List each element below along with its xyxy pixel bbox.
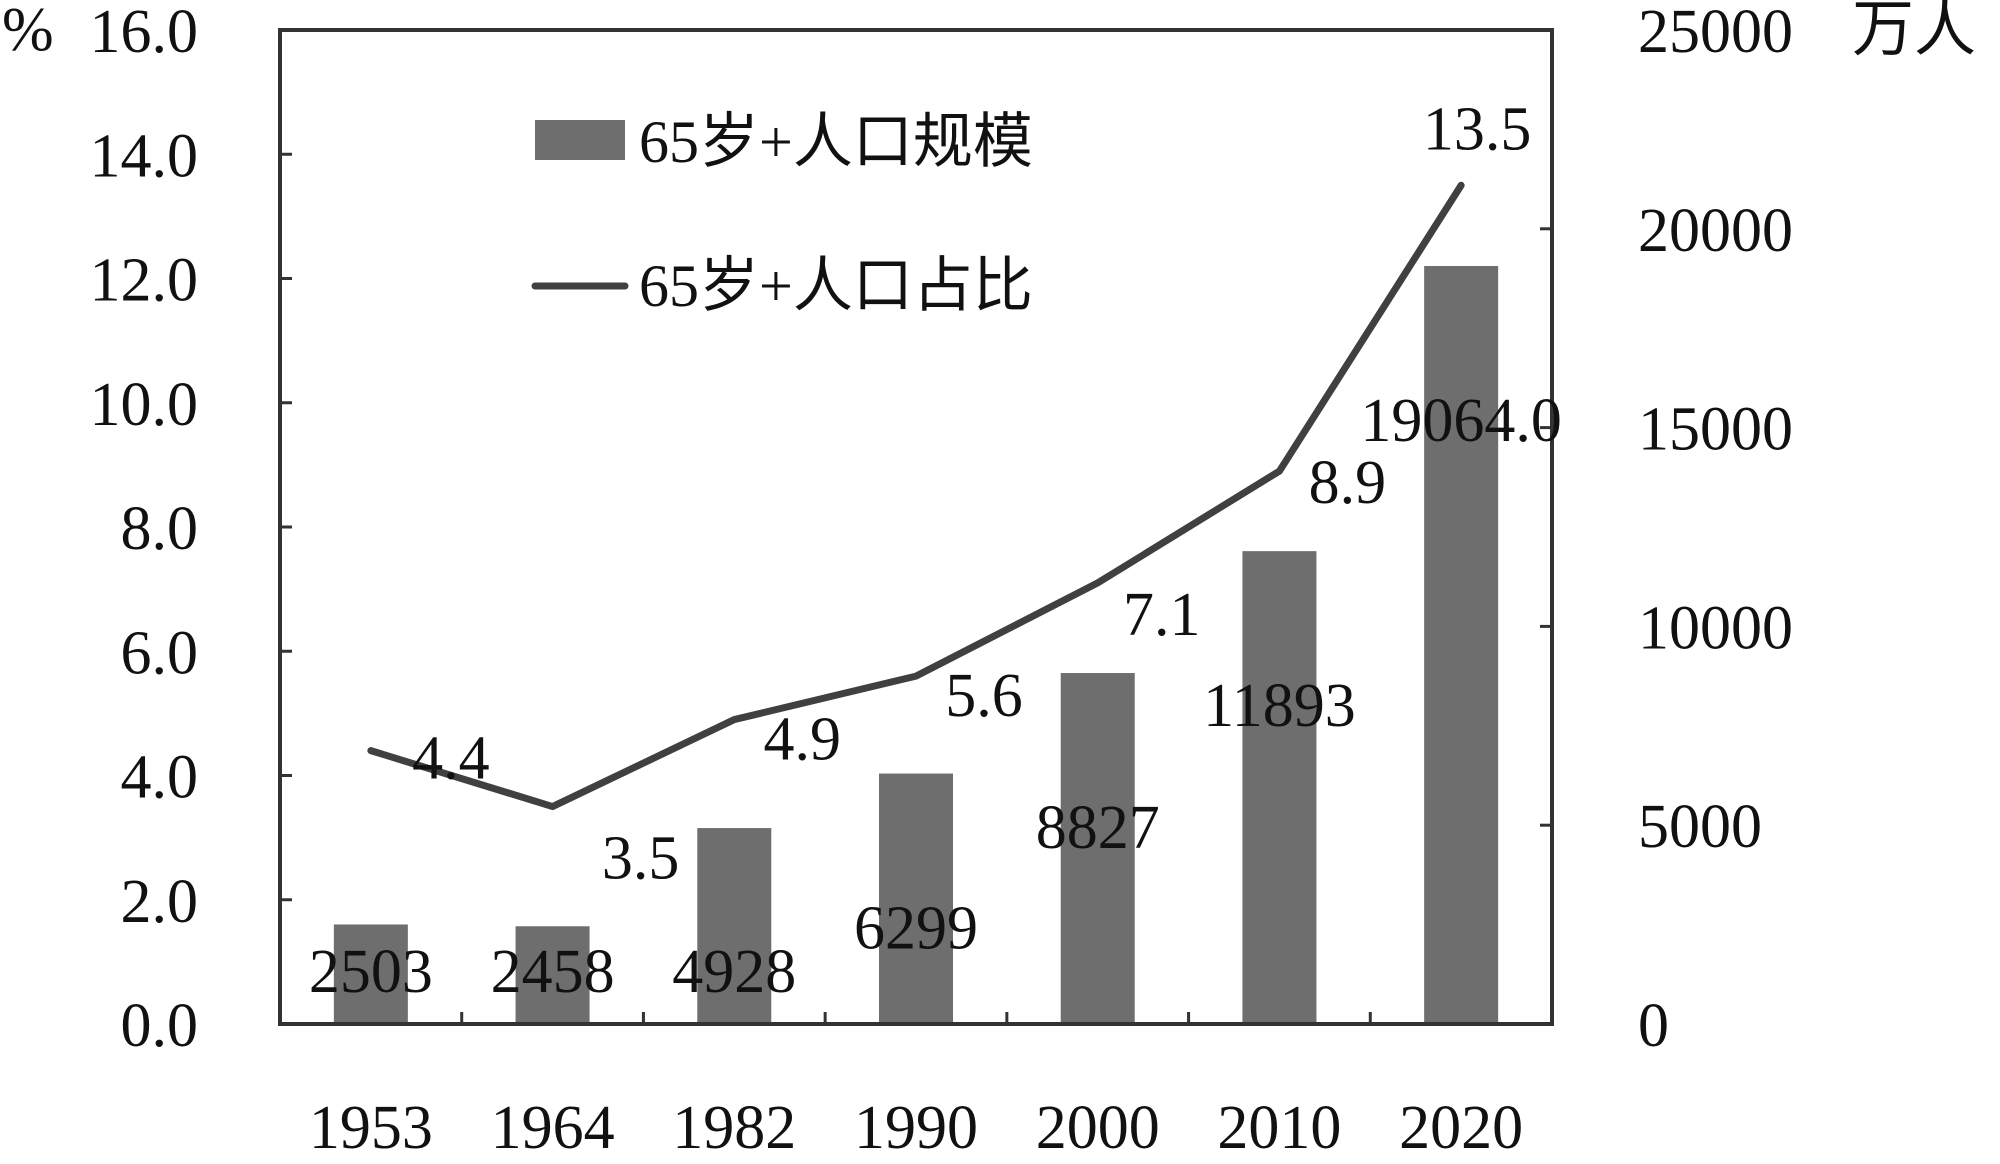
bar-value-label: 11893 xyxy=(1203,672,1356,740)
bar-1990 xyxy=(879,773,953,1024)
bar-value-labels: 2503 2458 4928 6299 8827 11893 19064.0 xyxy=(309,387,1562,1006)
right-tick-label: 5000 xyxy=(1638,793,1762,861)
bar-value-label: 2458 xyxy=(491,938,615,1006)
x-category-label: 2010 xyxy=(1217,1094,1341,1162)
line-value-label: 4.9 xyxy=(764,706,842,774)
line-value-label: 13.5 xyxy=(1423,95,1532,163)
left-tick-label: 4.0 xyxy=(121,744,199,812)
x-category-label: 1964 xyxy=(491,1094,615,1162)
right-tick-label: 20000 xyxy=(1638,197,1793,265)
right-axis-unit: 万人 xyxy=(1852,0,1976,64)
left-y-axis: 0.0 2.0 4.0 6.0 8.0 10.0 12.0 14.0 16.0% xyxy=(2,0,292,1060)
x-category-label: 1982 xyxy=(672,1094,796,1162)
left-tick-label: 12.0 xyxy=(90,247,199,315)
legend-bar-swatch xyxy=(535,120,625,160)
legend-label-ratio: 65岁+人口占比 xyxy=(639,253,1033,319)
right-tick-label: 25000 xyxy=(1638,0,1793,66)
bar-1982 xyxy=(697,828,772,1024)
bar-1953 xyxy=(333,924,408,1024)
x-axis-labels: 1953 1964 1982 1990 2000 2010 2020 xyxy=(309,1094,1523,1162)
right-tick-label: 15000 xyxy=(1638,396,1793,464)
bar-value-label: 6299 xyxy=(854,895,978,963)
bar-value-label: 2503 xyxy=(309,938,433,1006)
left-tick-label: 8.0 xyxy=(121,495,199,563)
left-tick-label: 6.0 xyxy=(121,619,199,687)
line-value-labels: 4.4 3.5 4.9 5.6 7.1 8.9 13.5 xyxy=(412,95,1531,892)
line-value-label: 5.6 xyxy=(945,662,1023,730)
left-tick-label: 10.0 xyxy=(90,371,199,439)
line-value-label: 4.4 xyxy=(412,725,490,793)
right-tick-label: 0 xyxy=(1638,992,1669,1060)
x-category-label: 1953 xyxy=(309,1094,433,1162)
legend: 65岁+人口规模 65岁+人口占比 xyxy=(531,109,1033,319)
line-value-label: 7.1 xyxy=(1123,581,1201,649)
left-tick-label: 0.0 xyxy=(121,992,199,1060)
line-value-label: 3.5 xyxy=(602,825,680,893)
right-tick-label: 10000 xyxy=(1638,594,1793,662)
ratio-line xyxy=(367,181,1465,811)
bar-2020 xyxy=(1424,266,1499,1024)
x-category-label: 2000 xyxy=(1036,1094,1160,1162)
bar-series xyxy=(333,266,1499,1024)
bar-2010 xyxy=(1242,551,1317,1024)
left-tick-label: 16.0 xyxy=(90,0,199,66)
legend-label-size: 65岁+人口规模 xyxy=(639,109,1033,175)
x-category-label: 2020 xyxy=(1399,1094,1523,1162)
x-category-label: 1990 xyxy=(854,1094,978,1162)
right-y-axis: 0 5000 10000 15000 20000 25000 万人 xyxy=(1540,0,1976,1060)
left-tick-label: 2.0 xyxy=(121,868,199,936)
bar-value-label: 8827 xyxy=(1036,794,1160,862)
line-value-label: 8.9 xyxy=(1309,449,1387,517)
x-axis-ticks xyxy=(278,1012,1554,1024)
bar-value-label: 4928 xyxy=(672,938,796,1006)
bar-value-label: 19064.0 xyxy=(1360,387,1562,455)
left-tick-label: 14.0 xyxy=(90,122,199,190)
bar-2000 xyxy=(1060,673,1135,1024)
bar-1964 xyxy=(515,926,590,1024)
left-axis-unit: % xyxy=(2,0,54,64)
line-series xyxy=(367,181,1465,811)
